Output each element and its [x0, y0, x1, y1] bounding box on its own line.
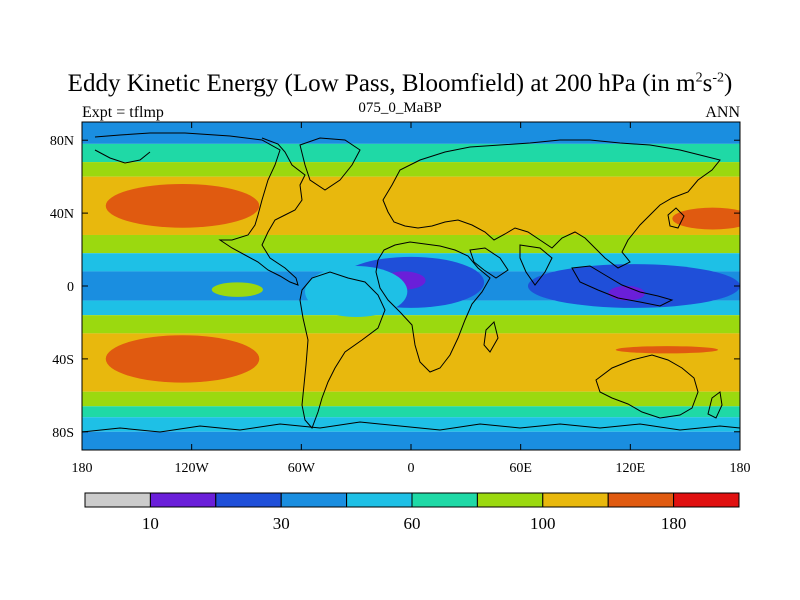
title-superscript-1: 2 — [695, 70, 703, 86]
coastlines — [82, 132, 740, 433]
coastline-japan — [667, 207, 685, 229]
coastline-africa — [375, 241, 491, 373]
y-axis: 80N 40N 0 40S 80S — [50, 134, 740, 441]
coastline-south-america — [299, 271, 386, 429]
colorbar: 10 30 60 100 180 — [84, 492, 740, 533]
x-tick-label: 0 — [408, 461, 415, 476]
colorbar-swatch — [673, 492, 740, 508]
coastline-madagascar — [483, 321, 499, 353]
y-tick-label: 80N — [50, 134, 74, 149]
x-axis: 180 120W 60W 0 60E 120E 180 — [72, 122, 751, 476]
colorbar-swatch — [149, 492, 217, 508]
x-tick-label: 60W — [288, 461, 316, 476]
title-end: ) — [724, 70, 733, 97]
colorbar-swatch — [346, 492, 413, 508]
x-tick-label: 120W — [175, 461, 210, 476]
field-blob — [105, 183, 260, 228]
field-blob — [527, 264, 740, 308]
colorbar-swatch — [84, 492, 151, 508]
title-main: Eddy Kinetic Energy (Low Pass, Bloomfiel… — [67, 70, 696, 97]
x-tick-label: 180 — [72, 461, 93, 476]
season-label: ANN — [705, 104, 740, 121]
coastline-new-zealand — [707, 391, 723, 419]
field-band — [82, 417, 740, 432]
field-blob — [105, 335, 260, 383]
x-tick-label: 180 — [730, 461, 751, 476]
coastline-india — [519, 244, 553, 286]
colorbar-label: 10 — [142, 514, 159, 533]
field-band — [82, 162, 740, 177]
coastline-north-america — [94, 132, 306, 286]
colorbar-label: 60 — [404, 514, 421, 533]
coastline-alaska — [94, 149, 151, 164]
experiment-subtitle: 075_0_MaBP — [358, 100, 442, 116]
field-blob — [608, 286, 645, 301]
field-band — [82, 406, 740, 418]
coastline-eurasia — [382, 139, 721, 269]
experiment-label: Expt = tflmp — [82, 104, 164, 121]
y-tick-label: 80S — [52, 426, 74, 441]
field-band — [82, 391, 740, 407]
field-blob — [304, 265, 408, 317]
coastline-maritime-continent — [571, 265, 674, 307]
coastline-arabia — [469, 247, 509, 279]
colorbar-swatch — [280, 492, 348, 508]
title-mid: s — [702, 70, 713, 97]
field-blob — [211, 282, 263, 297]
coastline-greenland — [299, 137, 361, 191]
title-superscript-2: -2 — [712, 70, 724, 86]
contour-field — [82, 122, 740, 450]
colorbar-swatch — [542, 492, 609, 508]
colorbar-swatch — [411, 492, 478, 508]
coastline-australia — [595, 354, 699, 419]
field-band — [82, 234, 740, 254]
colorbar-swatch — [476, 492, 544, 508]
field-band — [82, 431, 740, 450]
colorbar-label: 30 — [273, 514, 290, 533]
coastline-antarctica — [82, 421, 740, 433]
colorbar-swatch — [607, 492, 675, 508]
field-blob — [615, 346, 719, 354]
colorbar-swatch — [215, 492, 282, 508]
field-band — [82, 143, 740, 163]
colorbar-label: 100 — [530, 514, 556, 533]
y-tick-label: 40N — [50, 207, 74, 222]
x-tick-label: 120E — [616, 461, 646, 476]
chart-title: Eddy Kinetic Energy (Low Pass, Bloomfiel… — [0, 70, 800, 98]
y-tick-label: 0 — [67, 280, 74, 295]
y-tick-label: 40S — [52, 353, 74, 368]
x-tick-label: 60E — [509, 461, 532, 476]
field-blob — [672, 207, 740, 230]
colorbar-label: 180 — [661, 514, 687, 533]
